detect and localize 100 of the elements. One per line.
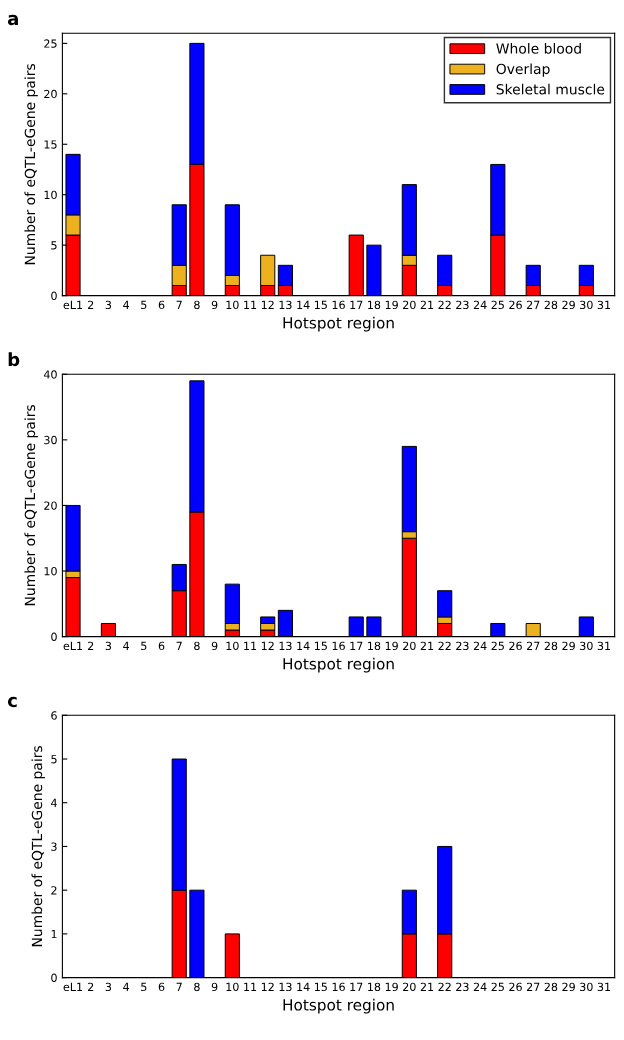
x-tick-label: 4 bbox=[123, 641, 130, 650]
x-tick-label: 10 bbox=[226, 300, 239, 310]
x-tick-label: 23 bbox=[456, 300, 469, 310]
x-tick-label: 10 bbox=[226, 641, 239, 651]
x-tick-label: eL1 bbox=[63, 982, 83, 992]
x-tick-label: 17 bbox=[350, 641, 363, 650]
x-tick-label: 3 bbox=[105, 641, 112, 651]
x-tick-label: 28 bbox=[544, 982, 558, 992]
x-tick-label: 21 bbox=[420, 982, 434, 991]
chart-title: c bbox=[7, 696, 17, 708]
y-tick-label: 0 bbox=[51, 632, 57, 641]
x-tick-label: 11 bbox=[244, 300, 257, 309]
x-axis-title: Hotspot region bbox=[283, 657, 394, 673]
x-tick-label: 21 bbox=[420, 641, 434, 650]
x-tick-label: 11 bbox=[244, 982, 257, 991]
x-tick-label: 2 bbox=[88, 982, 94, 991]
x-tick-label: 17 bbox=[350, 982, 363, 991]
x-axis-title: Hotspot region bbox=[283, 316, 394, 332]
x-tick-label: 25 bbox=[491, 982, 504, 992]
x-tick-label: 25 bbox=[491, 300, 504, 310]
y-tick-label: 10 bbox=[44, 190, 57, 200]
x-tick-label: 9 bbox=[211, 641, 218, 651]
x-tick-label: 19 bbox=[385, 300, 398, 310]
x-tick-label: 25 bbox=[491, 641, 504, 651]
x-tick-label: 18 bbox=[368, 982, 381, 992]
x-tick-label: 7 bbox=[176, 982, 182, 991]
x-tick-label: 5 bbox=[141, 641, 147, 651]
legend-label: Whole blood bbox=[496, 43, 581, 54]
x-tick-label: 16 bbox=[332, 300, 345, 310]
x-tick-label: 29 bbox=[562, 982, 575, 992]
y-tick-label: 20 bbox=[44, 89, 57, 99]
x-tick-label: 14 bbox=[297, 982, 310, 991]
x-tick-label: 2 bbox=[88, 641, 94, 650]
y-tick-label: 0 bbox=[51, 291, 57, 300]
x-tick-label: 6 bbox=[158, 300, 165, 310]
x-tick-label: 2 bbox=[88, 300, 94, 309]
x-tick-label: 7 bbox=[176, 641, 182, 650]
y-axis-title: Number of eQTL-eGene pairs bbox=[24, 405, 38, 606]
x-tick-label: 27 bbox=[526, 300, 540, 309]
x-tick-label: 5 bbox=[141, 982, 147, 992]
y-tick-label: 5 bbox=[51, 755, 57, 764]
x-tick-label: eL1 bbox=[63, 300, 83, 310]
x-tick-label: 20 bbox=[403, 641, 416, 651]
x-tick-label: 24 bbox=[473, 300, 487, 309]
x-tick-label: 15 bbox=[314, 300, 327, 310]
x-tick-label: 29 bbox=[562, 641, 575, 651]
x-tick-label: 30 bbox=[580, 641, 593, 651]
x-tick-label: 20 bbox=[403, 300, 416, 310]
x-tick-label: 8 bbox=[194, 300, 200, 310]
y-tick-label: 20 bbox=[44, 501, 57, 510]
y-tick-label: 5 bbox=[51, 241, 57, 250]
x-tick-label: 8 bbox=[194, 641, 200, 651]
x-tick-label: 20 bbox=[403, 982, 416, 992]
x-tick-label: 4 bbox=[123, 300, 130, 309]
y-tick-label: 10 bbox=[44, 566, 57, 576]
x-tick-label: 9 bbox=[211, 982, 218, 992]
x-tick-label: 15 bbox=[314, 982, 327, 992]
y-tick-label: 0 bbox=[51, 973, 57, 982]
y-tick-label: 40 bbox=[43, 370, 57, 379]
legend-label: Skeletal muscle bbox=[496, 83, 605, 95]
x-tick-label: 31 bbox=[597, 982, 611, 992]
x-tick-label: 14 bbox=[297, 300, 310, 309]
x-tick-label: 27 bbox=[526, 982, 540, 991]
x-tick-label: 9 bbox=[211, 300, 218, 310]
x-tick-label: 5 bbox=[141, 300, 147, 310]
x-tick-label: 21 bbox=[420, 300, 434, 309]
x-tick-label: 6 bbox=[158, 982, 165, 992]
x-tick-label: 27 bbox=[526, 641, 540, 650]
x-tick-label: 12 bbox=[261, 641, 274, 650]
x-tick-label: 26 bbox=[509, 300, 522, 310]
x-tick-label: 13 bbox=[279, 641, 292, 651]
x-tick-label: 23 bbox=[456, 641, 469, 651]
x-tick-label: 31 bbox=[597, 641, 611, 651]
x-tick-label: 4 bbox=[123, 982, 130, 991]
x-tick-label: 18 bbox=[368, 300, 381, 310]
chart-title: b bbox=[8, 352, 20, 367]
y-tick-label: 6 bbox=[51, 711, 57, 720]
x-tick-label: 29 bbox=[562, 300, 575, 310]
x-tick-label: 28 bbox=[544, 300, 558, 310]
x-tick-label: 24 bbox=[473, 641, 487, 650]
x-tick-label: 16 bbox=[332, 982, 345, 992]
x-tick-label: 14 bbox=[297, 641, 310, 650]
x-tick-label: 3 bbox=[105, 300, 112, 310]
x-tick-label: 11 bbox=[244, 641, 257, 650]
y-tick-label: 1 bbox=[51, 930, 57, 939]
x-tick-label: 22 bbox=[438, 641, 451, 650]
y-tick-label: 25 bbox=[44, 39, 57, 48]
x-tick-label: 12 bbox=[261, 982, 274, 991]
x-tick-label: 13 bbox=[279, 300, 292, 310]
y-tick-label: 4 bbox=[51, 798, 57, 807]
y-tick-label: 30 bbox=[44, 435, 57, 445]
chart-title: a bbox=[7, 14, 18, 26]
x-tick-label: 17 bbox=[350, 300, 363, 309]
y-tick-label: 3 bbox=[51, 842, 57, 851]
x-tick-label: 30 bbox=[580, 300, 593, 310]
x-tick-label: 30 bbox=[580, 982, 593, 992]
x-tick-label: 19 bbox=[385, 641, 398, 651]
x-tick-label: 12 bbox=[261, 300, 274, 309]
x-tick-label: 28 bbox=[544, 641, 558, 651]
x-tick-label: 24 bbox=[473, 982, 487, 991]
